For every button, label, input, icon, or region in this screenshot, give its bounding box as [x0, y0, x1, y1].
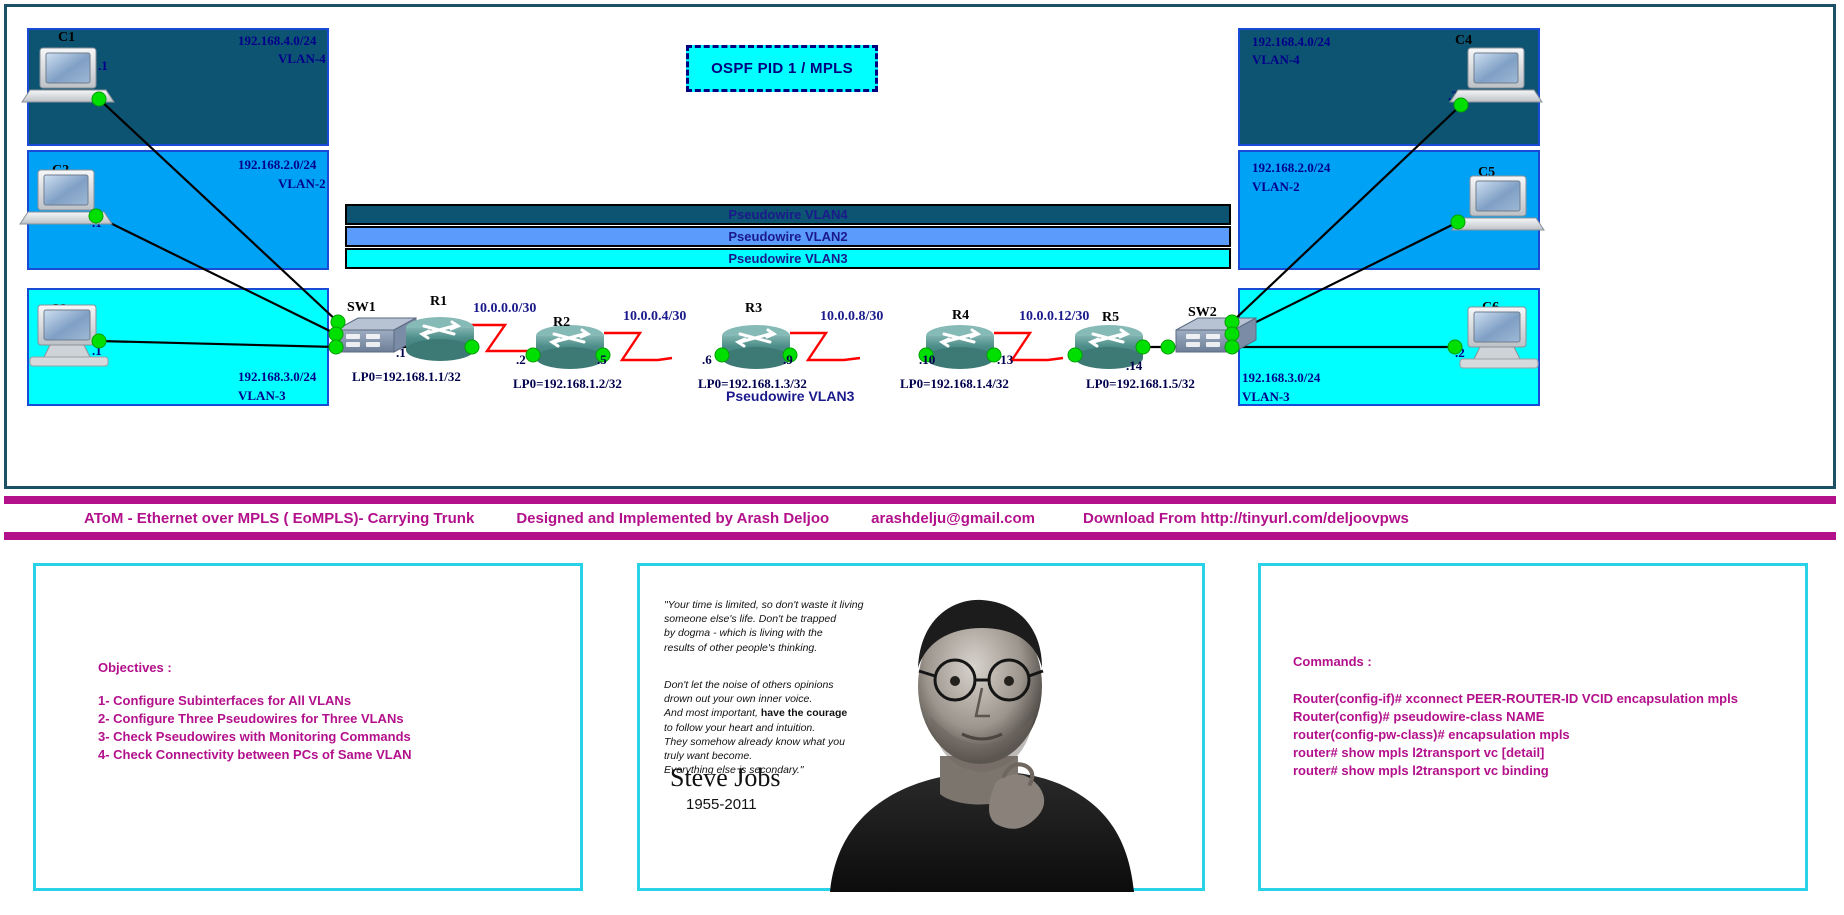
if-label-r2-right: .5 — [597, 352, 607, 367]
router-label-r1: R1 — [430, 294, 448, 309]
host-label-c1: C1 — [58, 30, 76, 45]
quote-paragraph-2: Don't let the noise of others opinions d… — [664, 678, 874, 777]
command-item-4: router# show mpls l2transport vc [detail… — [1293, 745, 1545, 760]
host-label-c4: C4 — [1455, 33, 1473, 48]
quote-line-5: Don't let the noise of others opinions — [664, 679, 834, 691]
credit-title: AToM - Ethernet over MPLS ( EoMPLS)- Car… — [84, 509, 475, 527]
quote-author-name: Steve Jobs — [670, 763, 781, 792]
if-label-r4-right: .13 — [997, 352, 1014, 367]
host-ip-c1: .1 — [98, 58, 108, 73]
command-item-5: router# show mpls l2transport vc binding — [1293, 763, 1549, 778]
quote-line-8: to follow your heart and intuition. — [664, 721, 816, 734]
quote-line-10: truly want become. — [664, 749, 753, 762]
objectives-panel: Objectives : 1- Configure Subinterfaces … — [33, 563, 583, 891]
vlan-label-c3: VLAN-3 — [238, 388, 286, 403]
vlan-label-c1: VLAN-4 — [278, 51, 326, 66]
credit-author: Designed and Implemented by Arash Deljoo — [516, 509, 830, 527]
objective-item-3: 3- Check Pseudowires with Monitoring Com… — [98, 729, 411, 744]
credit-download-link[interactable]: Download From http://tinyurl.com/deljoov… — [1083, 509, 1409, 527]
vlan-label-c4: VLAN-4 — [1252, 52, 1300, 67]
if-label-r1-right: .1 — [396, 345, 406, 360]
credit-email[interactable]: arashdelju@gmail.com — [871, 509, 1035, 527]
quote-line-2: someone else's life. Don't be trapped — [664, 613, 837, 626]
command-item-3: router(config-pw-class)# encapsulation m… — [1293, 727, 1570, 742]
router-label-r4: R4 — [952, 308, 970, 323]
if-label-r3-left: .6 — [702, 352, 712, 367]
host-ip-c3: .1 — [92, 343, 102, 358]
host-label-c6: C6 — [1482, 300, 1500, 315]
objectives-title: Objectives : — [98, 660, 172, 675]
commands-title: Commands : — [1293, 654, 1372, 669]
quote-line-9: They somehow already know what you — [664, 735, 845, 748]
host-ip-c2: .1 — [92, 215, 102, 230]
steve-jobs-portrait — [830, 599, 1134, 892]
loopback-label-r1: LP0=192.168.1.1/32 — [352, 369, 461, 384]
quote-line-11: Everything else is secondary." — [664, 764, 804, 777]
commands-panel: Commands : Router(config-if)# xconnect P… — [1258, 563, 1808, 891]
link-label-3: 10.0.0.8/30 — [820, 309, 884, 324]
ospf-mpls-box: OSPF PID 1 / MPLS — [686, 45, 878, 92]
pseudowire-bar-vlan2: Pseudowire VLAN2 — [345, 226, 1231, 247]
quote-line-7-bold: have the courage — [760, 707, 848, 720]
vlan-label-c2: VLAN-2 — [278, 176, 326, 191]
subnet-label-c2: 192.168.2.0/24 — [238, 157, 317, 172]
objective-item-1: 1- Configure Subinterfaces for All VLANs — [98, 693, 352, 708]
quote-paragraph-1: "Your time is limited, so don't waste it… — [664, 598, 864, 655]
pseudowire-label-vlan4: Pseudowire VLAN4 — [728, 207, 848, 222]
pseudowire-bar-vlan4: Pseudowire VLAN4 — [345, 204, 1231, 225]
quote-line-1: "Your time is limited, so don't waste it… — [664, 599, 864, 611]
router-label-r2: R2 — [553, 315, 571, 330]
quote-line-6: drown out your own inner voice. — [664, 693, 813, 706]
command-item-1: Router(config-if)# xconnect PEER-ROUTER-… — [1293, 691, 1738, 706]
quote-panel: "Your time is limited, so don't waste it… — [637, 563, 1205, 892]
quote-line-7-pre: And most important, — [664, 707, 761, 720]
loopback-label-r4: LP0=192.168.1.4/32 — [900, 376, 1009, 391]
quote-line-3: by dogma - which is living with the — [664, 627, 823, 640]
vlan-label-c6: VLAN-3 — [1242, 389, 1290, 404]
host-ip-c5: .2 — [1453, 216, 1463, 231]
quote-author-years: 1955-2011 — [686, 796, 757, 813]
subnet-label-c1: 192.168.4.0/24 — [238, 33, 317, 48]
command-item-2: Router(config)# pseudowire-class NAME — [1293, 709, 1545, 724]
host-label-c3: C3 — [50, 302, 68, 317]
loopback-label-r3: LP0=192.168.1.3/32 — [698, 376, 807, 391]
if-label-r5-right: .14 — [1126, 358, 1143, 373]
pseudowire-caption: Pseudowire VLAN3 — [726, 388, 855, 404]
quote-line-4: results of other people's thinking. — [664, 641, 818, 654]
pseudowire-label-vlan3: Pseudowire VLAN3 — [728, 251, 848, 266]
subnet-label-c3: 192.168.3.0/24 — [238, 369, 317, 384]
subnet-label-c6: 192.168.3.0/24 — [1242, 370, 1321, 385]
credit-band: AToM - Ethernet over MPLS ( EoMPLS)- Car… — [4, 496, 1836, 540]
host-ip-c6: .2 — [1455, 345, 1465, 360]
if-label-r4-left: .10 — [919, 352, 936, 367]
host-label-c2: C2 — [52, 163, 70, 178]
router-label-r5: R5 — [1102, 310, 1120, 325]
ospf-mpls-label: OSPF PID 1 / MPLS — [711, 60, 853, 77]
loopback-label-r2: LP0=192.168.1.2/32 — [513, 376, 622, 391]
switch-label-sw1: SW1 — [347, 300, 376, 315]
if-label-r2-left: .2 — [516, 352, 526, 367]
host-label-c5: C5 — [1478, 165, 1496, 180]
quote-line-7: And most important, have the courage — [664, 706, 874, 720]
router-label-r3: R3 — [745, 301, 763, 316]
objective-item-4: 4- Check Connectivity between PCs of Sam… — [98, 747, 412, 762]
if-label-r3-right: .9 — [783, 352, 793, 367]
subnet-label-c5: 192.168.2.0/24 — [1252, 160, 1331, 175]
link-label-4: 10.0.0.12/30 — [1019, 309, 1090, 324]
link-label-1: 10.0.0.0/30 — [473, 301, 537, 316]
pseudowire-label-vlan2: Pseudowire VLAN2 — [728, 229, 848, 244]
link-label-2: 10.0.0.4/30 — [623, 309, 687, 324]
loopback-label-r5: LP0=192.168.1.5/32 — [1086, 376, 1195, 391]
subnet-label-c4: 192.168.4.0/24 — [1252, 34, 1331, 49]
vlan-label-c5: VLAN-2 — [1252, 179, 1300, 194]
host-ip-c4: .2 — [1448, 88, 1458, 103]
switch-label-sw2: SW2 — [1188, 305, 1217, 320]
objective-item-2: 2- Configure Three Pseudowires for Three… — [98, 711, 404, 726]
pseudowire-bar-vlan3: Pseudowire VLAN3 — [345, 248, 1231, 269]
